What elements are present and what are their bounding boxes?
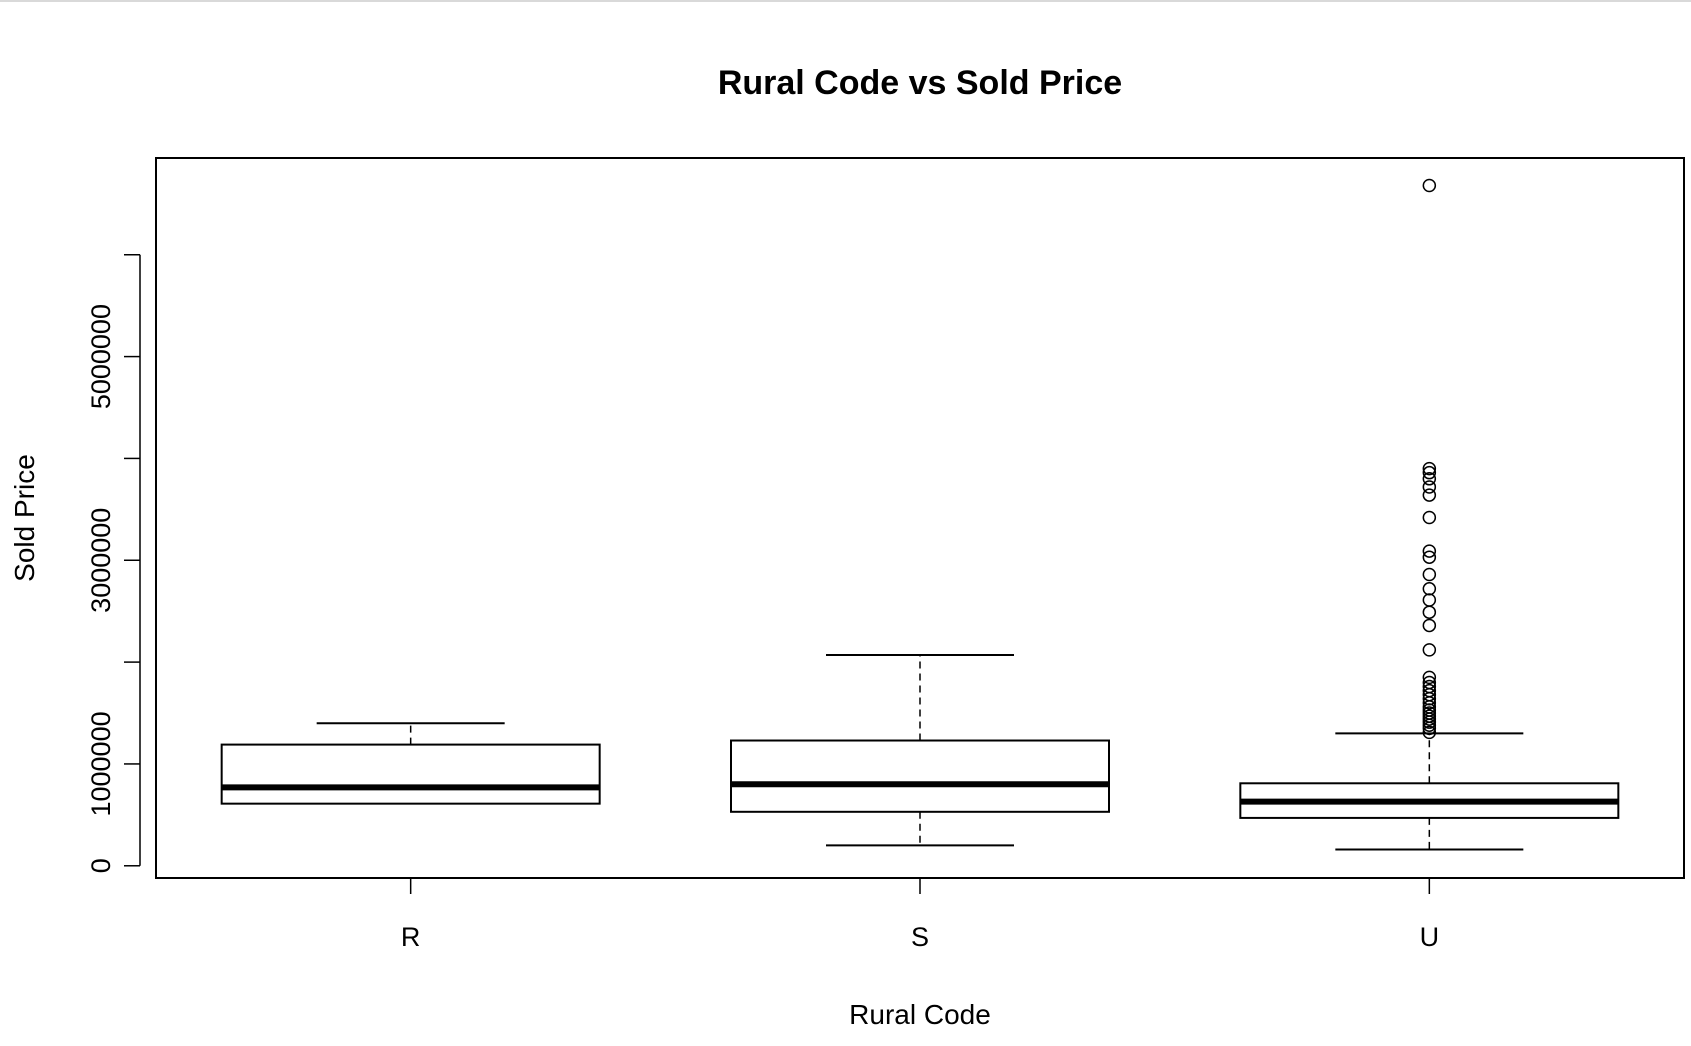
outlier-point	[1422, 618, 1437, 633]
outlier-point	[1422, 472, 1437, 486]
outlier-point	[1422, 488, 1437, 502]
y-axis-label: Sold Price	[9, 454, 40, 582]
outlier-point	[1422, 683, 1437, 698]
outlier-point	[1422, 178, 1437, 193]
outlier-point	[1422, 679, 1437, 694]
y-tick-label: 0	[86, 858, 116, 873]
outlier-point	[1422, 593, 1437, 607]
y-tick-label: 5000000	[86, 304, 116, 409]
box-s	[730, 653, 1110, 847]
y-axis: 0 1000000 3000000 5000000	[86, 253, 141, 873]
outlier-point	[1422, 605, 1437, 619]
top-divider	[0, 0, 1691, 2]
outlier-point	[1422, 675, 1437, 690]
x-tick-label-s: S	[911, 922, 929, 952]
outlier-point	[1422, 670, 1437, 685]
outlier-point	[1422, 643, 1437, 657]
box-u	[1239, 178, 1620, 851]
boxes	[220, 178, 1620, 851]
chart-title: Rural Code vs Sold Price	[718, 64, 1122, 102]
x-tick-label-r: R	[401, 922, 421, 952]
outlier-point	[1422, 544, 1437, 558]
outlier-point	[1422, 582, 1437, 596]
outlier-point	[1422, 465, 1437, 480]
y-tick-label: 3000000	[86, 508, 116, 613]
box-r	[220, 722, 601, 805]
outlier-point	[1422, 480, 1437, 494]
outlier-point	[1422, 461, 1437, 476]
y-tick-label: 1000000	[86, 711, 116, 816]
outlier-point	[1422, 725, 1437, 740]
outlier-point	[1422, 567, 1437, 582]
outlier-point	[1422, 510, 1437, 525]
plot-frame	[155, 157, 1685, 879]
iqr-box	[730, 739, 1110, 813]
iqr-box	[220, 743, 601, 805]
x-tick-label-u: U	[1420, 922, 1440, 952]
outlier-point	[1422, 550, 1437, 564]
x-axis-label: Rural Code	[849, 999, 991, 1030]
